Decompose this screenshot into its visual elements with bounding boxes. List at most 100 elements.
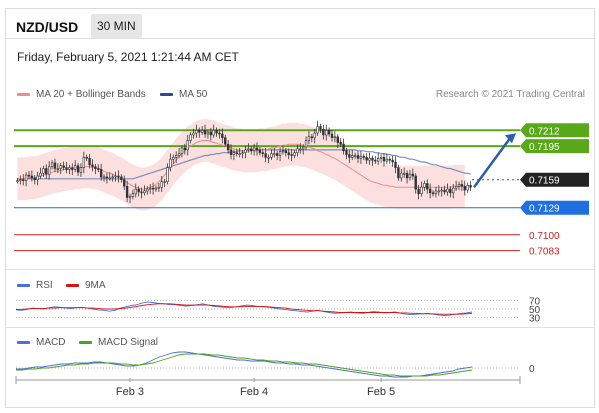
candle-body: [33, 177, 36, 181]
x-tick-label: Feb 3: [116, 386, 144, 398]
candle-body: [446, 188, 449, 193]
level-label-resistance: 0.7195: [529, 142, 560, 153]
x-tick-label: Feb 4: [240, 386, 268, 398]
candle-body: [299, 148, 302, 151]
candle-body: [36, 175, 39, 181]
macd-legend-label: MACD: [36, 337, 66, 348]
candle-body: [22, 179, 25, 181]
candle-body: [408, 173, 412, 179]
candle-body: [454, 186, 458, 189]
rsi-ma-swatch: [66, 284, 79, 287]
level-tag-pivot: [520, 200, 589, 215]
candle-body: [440, 189, 443, 192]
candle-body: [368, 158, 371, 161]
candle-body: [322, 129, 325, 136]
candle-body: [452, 187, 455, 194]
candle-body: [359, 156, 363, 159]
rsi-legend-label: RSI: [36, 280, 53, 291]
candle-body: [45, 168, 48, 175]
candle-body: [261, 152, 264, 154]
candle-body: [203, 130, 207, 135]
candle-body: [47, 166, 51, 175]
candle-body: [102, 176, 106, 179]
candle-body: [68, 167, 71, 170]
rsi-tick-label: 30: [529, 314, 541, 325]
candle-body: [428, 188, 432, 194]
macd-signal-legend-label: MACD Signal: [98, 337, 159, 348]
candle-body: [342, 144, 345, 152]
candle-body: [50, 162, 54, 167]
candle-body: [200, 130, 204, 133]
candle-body: [250, 148, 253, 152]
candle-body: [108, 177, 111, 180]
candle-body: [281, 150, 285, 153]
candle-body: [411, 173, 415, 177]
projection-arrow-shaft: [472, 137, 512, 188]
candle-body: [287, 152, 290, 155]
macd-swatch: [17, 341, 30, 344]
candle-body: [247, 148, 250, 151]
candle-body: [405, 172, 409, 179]
rsi-tick-label: 70: [529, 296, 541, 307]
candle-body: [149, 187, 152, 190]
candle-body: [255, 147, 259, 151]
candle-body: [131, 193, 135, 197]
candle-body: [189, 134, 192, 141]
candle-body: [437, 190, 441, 193]
level-label-resistance: 0.7212: [529, 126, 560, 137]
candle-body: [417, 188, 420, 195]
candle-body: [105, 176, 109, 179]
candle-body: [463, 186, 466, 191]
candle-body: [166, 167, 169, 182]
candle-body: [394, 161, 397, 168]
legend-rsi-ma: 9MA: [66, 280, 106, 291]
candle-body: [273, 153, 276, 155]
candle-body: [183, 147, 187, 151]
candle-body: [457, 184, 461, 187]
rsi-ma-line: [16, 303, 473, 315]
candle-body: [339, 142, 342, 145]
candle-body: [151, 187, 155, 190]
candle-body: [423, 183, 426, 188]
candle-body: [157, 186, 161, 189]
candle-body: [238, 153, 241, 155]
candle-body: [16, 180, 19, 182]
candle-body: [382, 157, 386, 162]
candle-body: [460, 184, 464, 187]
ma20-line: [17, 140, 465, 190]
candle-body: [91, 164, 94, 168]
candle-body: [325, 130, 328, 136]
candle-body: [160, 181, 163, 188]
candle-body: [94, 166, 97, 169]
candle-body: [267, 157, 270, 159]
candle-body: [215, 130, 218, 134]
candle-body: [304, 140, 308, 148]
candle-body: [169, 158, 172, 168]
candle-body: [426, 183, 429, 190]
candle-body: [19, 179, 22, 181]
timeframe-badge[interactable]: 30 MIN: [91, 14, 142, 38]
candle-body: [290, 154, 293, 156]
candle-body: [140, 191, 143, 194]
candle-body: [232, 152, 236, 155]
ma20-swatch: [17, 93, 30, 96]
candle-body: [371, 158, 374, 161]
candle-body: [351, 155, 354, 158]
candle-body: [241, 152, 244, 154]
macd-signal-line: [16, 353, 473, 377]
candle-body: [73, 165, 77, 170]
candle-body: [174, 155, 178, 158]
candle-body: [330, 133, 334, 139]
candle-body: [345, 150, 348, 155]
candle-body: [400, 172, 403, 179]
candle-body: [117, 175, 120, 178]
candle-body: [235, 152, 238, 154]
candle-body: [391, 159, 394, 163]
candle-body: [114, 175, 117, 178]
legend-rsi: RSI: [17, 280, 53, 291]
candle-body: [180, 147, 184, 154]
candle-body: [466, 185, 469, 191]
candle-body: [431, 192, 435, 195]
macd-signal-swatch: [79, 341, 92, 344]
